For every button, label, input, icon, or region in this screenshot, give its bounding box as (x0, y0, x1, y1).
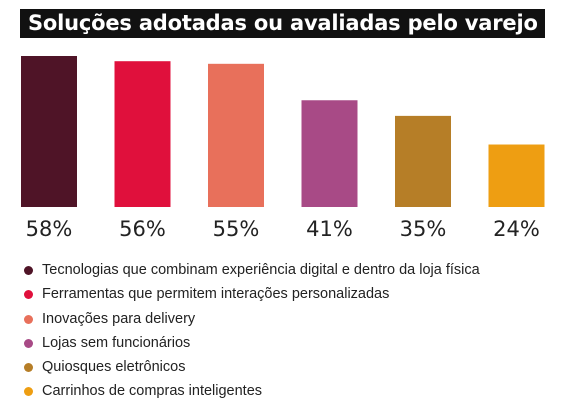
bar-value-label-1: 58% (26, 217, 73, 241)
bar-value-label-3: 55% (213, 217, 260, 241)
legend-label: Tecnologias que combinam experiência dig… (42, 262, 480, 278)
legend-label: Inovações para delivery (42, 310, 196, 327)
legend-item-3: Inovações para delivery (22, 307, 480, 331)
legend-dot-icon (24, 387, 33, 397)
bar-value-label-4: 41% (306, 217, 353, 241)
chart-title-bar: Soluções adotadas ou avaliadas pelo vare… (20, 9, 545, 38)
legend-label: Carrinhos de compras inteligentes (42, 383, 263, 400)
legend-label: Ferramentas que permitem interações pers… (42, 286, 390, 303)
legend-dot-icon (24, 363, 33, 373)
bar-3 (208, 63, 264, 207)
legend-dot-icon (24, 338, 33, 348)
bar-value-label-6: 24% (493, 217, 540, 241)
legend-dot-icon (24, 290, 33, 300)
bar-6 (488, 144, 545, 207)
bar-5 (395, 115, 451, 207)
legend-label: Lojas sem funcionários (42, 334, 191, 351)
legend-dot-icon (24, 266, 33, 275)
bar-value-label-2: 56% (119, 217, 166, 241)
legend-item-5: Quiosques eletrônicos (22, 355, 480, 379)
bar-2 (114, 61, 171, 208)
legend-item-1: Tecnologias que combinam experiência dig… (22, 258, 480, 282)
legend-dot-icon (24, 314, 33, 324)
bar-4 (301, 100, 358, 207)
legend-item-6: Carrinhos de compras inteligentes (22, 379, 480, 403)
legend-item-2: Ferramentas que permitem interações pers… (22, 282, 480, 306)
chart-title: Soluções adotadas ou avaliadas pelo vare… (28, 11, 538, 35)
chart-legend: Tecnologias que combinam experiência dig… (22, 258, 480, 404)
legend-item-4: Lojas sem funcionários (22, 331, 480, 355)
bar-chart: 58% 56% 55% 41% 35% 24% (21, 56, 545, 241)
bar-value-label-5: 35% (400, 217, 447, 241)
legend-label: Quiosques eletrônicos (42, 359, 186, 376)
bar-1 (21, 56, 77, 207)
